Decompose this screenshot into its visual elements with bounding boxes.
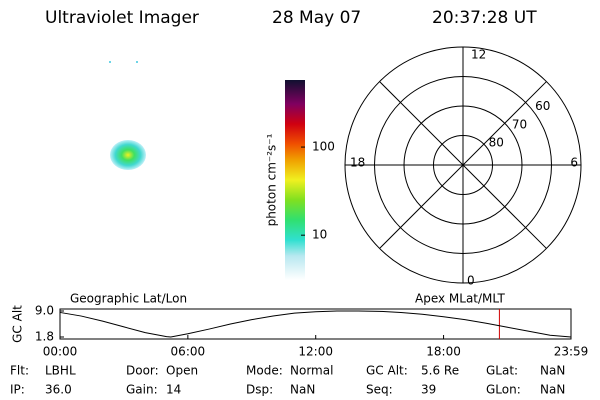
x-tick-label: 06:00 xyxy=(171,345,206,359)
y-tick-label: 1.8 xyxy=(35,330,54,344)
polar-hour-label: 18 xyxy=(350,156,365,170)
plot-frame xyxy=(59,308,572,340)
y-label: GC Alt xyxy=(11,305,25,343)
y-tick-label: 9.0 xyxy=(35,304,54,318)
info-value: LBHL xyxy=(45,364,76,378)
polar-ring-label: 60 xyxy=(535,99,550,113)
info-value: 5.6 Re xyxy=(421,364,459,378)
time: 20:37:28 UT xyxy=(432,8,537,28)
x-tick-label: 00:00 xyxy=(43,345,78,359)
plot-title-right: Apex MLat/MLT xyxy=(415,292,505,306)
aurora-image xyxy=(109,61,146,170)
info-value: Normal xyxy=(290,364,333,378)
title: Ultraviolet Imager xyxy=(45,8,199,28)
info-label: Flt: xyxy=(10,364,29,378)
polar-hour-label: 6 xyxy=(570,156,578,170)
colorbar-label: photon cm⁻²s⁻¹ xyxy=(265,133,279,226)
polar-ring-label: 70 xyxy=(512,117,527,131)
date: 28 May 07 xyxy=(272,8,361,28)
info-label: GC Alt: xyxy=(366,364,408,378)
plot-title-left: Geographic Lat/Lon xyxy=(70,292,187,306)
x-tick-label: 18:00 xyxy=(426,345,461,359)
polar-ring xyxy=(433,135,493,195)
info-label: Door: xyxy=(126,364,159,378)
info-label: Dsp: xyxy=(246,383,273,397)
info-label: GLat: xyxy=(486,364,518,378)
colorbar-tick-label: 100 xyxy=(312,140,335,154)
polar-ring xyxy=(403,105,523,225)
polar-diagonal xyxy=(379,81,547,249)
info-label: Seq: xyxy=(366,383,393,397)
colorbar-tick-label: 10 xyxy=(312,228,327,242)
info-label: GLon: xyxy=(486,383,521,397)
colorbar xyxy=(285,80,305,280)
info-value: NaN xyxy=(290,383,315,397)
info-value: 14 xyxy=(166,383,181,397)
polar-hour-label: 0 xyxy=(467,274,475,288)
info-value: 36.0 xyxy=(45,383,72,397)
info-value: NaN xyxy=(540,383,565,397)
polar-ring xyxy=(374,76,552,254)
x-tick-label: 23:59 xyxy=(554,345,589,359)
info-label: IP: xyxy=(10,383,25,397)
info-value: NaN xyxy=(540,364,565,378)
info-label: Gain: xyxy=(126,383,158,397)
info-value: Open xyxy=(166,364,198,378)
x-tick-label: 12:00 xyxy=(298,345,333,359)
polar-ring-label: 80 xyxy=(489,135,504,149)
altitude-line xyxy=(59,310,572,338)
info-value: 39 xyxy=(421,383,436,397)
info-label: Mode: xyxy=(246,364,283,378)
polar-hour-label: 12 xyxy=(471,48,486,62)
